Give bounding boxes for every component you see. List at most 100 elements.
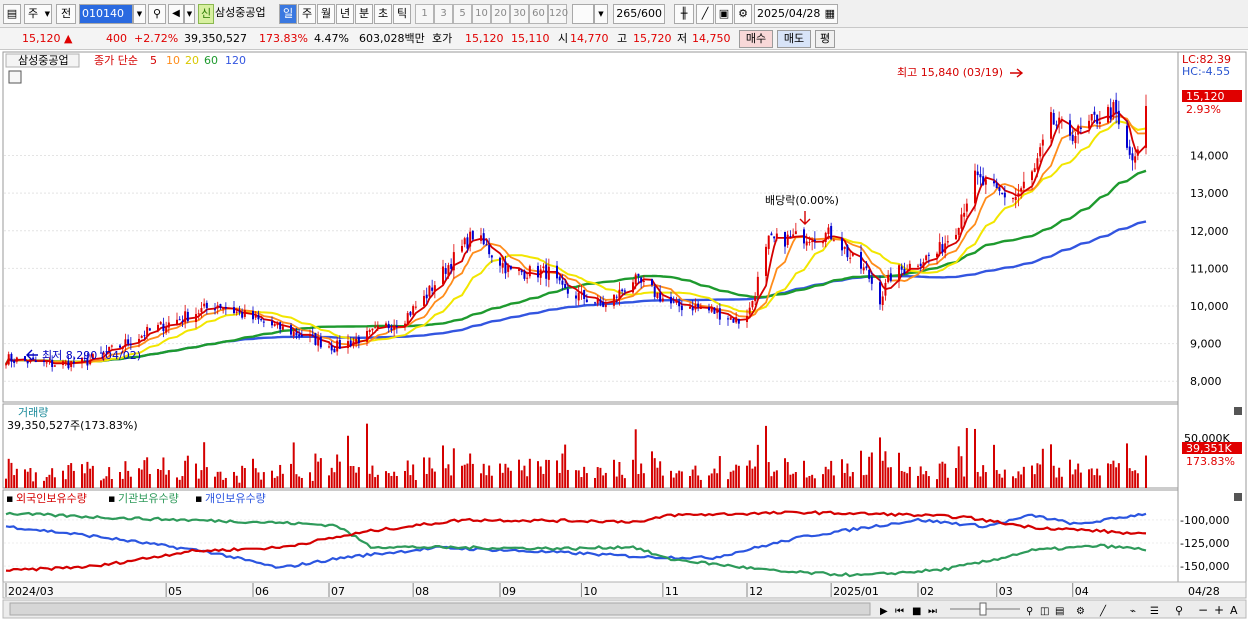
candle-body [328,346,330,348]
tool-icon[interactable]: ╱ [1099,604,1107,617]
play-icon[interactable]: ▶ [880,606,888,617]
candle-body [1052,112,1055,125]
volume-bar [309,472,311,488]
volume-bar [708,475,710,488]
volume-bar [433,471,436,488]
interval-button-10[interactable]: 10 [472,4,491,24]
candle-body [423,295,425,307]
tool-icon[interactable]: ☰ [1150,606,1159,617]
candle-body [216,305,219,309]
volume-bar [656,467,659,488]
candle-body [205,302,208,309]
candle-body [252,311,254,320]
volume-bar [499,463,501,488]
speaker-dropdown-icon[interactable]: ▼ [184,4,195,24]
zoom-in-icon[interactable]: + [1214,603,1224,617]
candle-icon[interactable]: ╫ [674,4,694,24]
candle-body [808,241,811,243]
tool-icon[interactable]: ◫ [1040,606,1049,617]
dividend-arrow-icon [799,211,811,225]
tab-period-6[interactable]: 틱 [393,4,411,24]
interval-button-5[interactable]: 5 [453,4,472,24]
volume-close-icon[interactable] [1234,407,1242,415]
volume-bar [539,466,542,488]
save-icon[interactable]: ▣ [715,4,733,24]
legend-ma120: 120 [225,54,246,67]
tab-period-1[interactable]: 주 [298,4,316,24]
candle-body [786,234,789,245]
volume-bar [767,462,770,488]
candle-body [946,241,949,243]
candle-body [556,265,558,279]
volume-bar [67,465,70,488]
stock-chart[interactable]: 8,000 9,000 10,000 11,000 12,000 13,000 14,000… [0,50,1248,621]
tab-period-0[interactable]: 일 [279,4,297,24]
tab-period-2[interactable]: 월 [317,4,335,24]
holdings-close-icon[interactable] [1234,493,1242,501]
zoom-icon[interactable]: ⚲ [1175,604,1183,617]
tool-icon[interactable]: ▤ [1055,606,1064,617]
x-tick-label: 04 [1075,585,1089,598]
tab-period-4[interactable]: 분 [355,4,373,24]
volume-bar [642,473,645,488]
interval-button-1[interactable]: 1 [415,4,434,24]
interval-button-3[interactable]: 3 [434,4,453,24]
volume-bar [604,472,607,488]
forward-icon[interactable]: ⏭ [928,606,937,617]
tool-icon[interactable]: ⌁ [1130,606,1136,617]
candle-body [1060,118,1063,120]
type-select[interactable]: 주 ▼ [24,4,52,24]
scroll-thumb[interactable] [9,602,871,616]
interval-dropdown-icon[interactable]: ▼ [594,4,608,24]
tab-period-3[interactable]: 년 [336,4,354,24]
calendar-icon[interactable]: ▦ [824,7,835,20]
volume-bar [13,475,16,488]
line-tool-icon[interactable]: ╱ [696,4,714,24]
volume-bar [89,468,92,488]
gear-icon[interactable]: ⚙ [734,4,752,24]
sell-button[interactable]: 매도 [777,30,811,48]
candle-body [1039,147,1042,157]
candle-body [675,300,678,303]
volume-ratio: 173.83% [259,32,308,45]
buy-button[interactable]: 매수 [739,30,773,48]
volume-bar [276,476,279,488]
tool-icon[interactable]: ⚲ [1026,606,1033,617]
tab-period-5[interactable]: 초 [374,4,392,24]
candle-body [1096,114,1099,124]
interval-button-60[interactable]: 60 [529,4,548,24]
volume-bar [390,475,393,488]
candle-body [751,301,754,308]
volume-bar [442,445,444,488]
volume-bar [108,467,111,488]
volume-bar [917,475,919,488]
search-icon[interactable]: ⚲ [148,4,166,24]
tool-icon[interactable]: ⚙ [1076,606,1085,617]
candle-body [24,356,26,361]
zoom-slider-handle[interactable] [979,602,987,616]
font-size-icon[interactable]: A [1230,604,1238,617]
code-dropdown-icon[interactable]: ▼ [133,4,146,24]
fast-back-icon[interactable]: ⏮ [895,606,904,617]
candle-body [102,352,105,355]
stop-icon[interactable]: ■ [912,606,921,617]
zoom-out-icon[interactable]: − [1198,603,1208,617]
interval-button-120[interactable]: 120 [548,4,568,24]
interval-input[interactable] [572,4,594,24]
count-input[interactable]: 265/600 [613,4,665,24]
code-input[interactable]: 010140 [79,4,133,24]
window-menu-icon[interactable]: ▤ [3,4,21,24]
date-input[interactable]: 2025/04/28 ▦ [754,4,838,24]
eval-button[interactable]: 평 [815,30,835,48]
volume-bar [72,470,75,488]
indicator-menu-icon[interactable] [8,70,22,84]
volume-bar [792,473,795,488]
x-tick-label: 03 [999,585,1013,598]
y-tick-labels: 8,000 9,000 10,000 11,000 12,000 13,000 14,000… [1180,150,1229,574]
interval-button-30[interactable]: 30 [510,4,529,24]
volume-bar [262,472,265,488]
volume-bar [1017,471,1020,488]
speaker-icon[interactable]: ◀ [168,4,184,24]
interval-button-20[interactable]: 20 [491,4,510,24]
prev-button[interactable]: 전 [56,4,76,24]
